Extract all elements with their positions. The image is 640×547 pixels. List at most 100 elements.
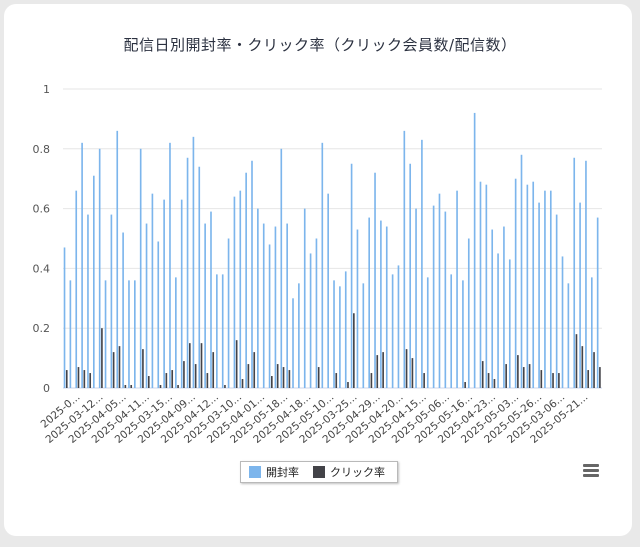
bar-open-rate xyxy=(532,181,535,388)
bar-click-rate xyxy=(159,385,162,388)
bar-open-rate xyxy=(450,274,453,388)
y-tick-label: 0.6 xyxy=(33,203,51,216)
bar-click-rate xyxy=(247,364,250,388)
y-tick-label: 0.8 xyxy=(33,143,51,156)
bar-click-rate xyxy=(124,385,127,388)
bar-open-rate xyxy=(397,265,400,388)
bar-open-rate xyxy=(169,142,171,388)
bar-open-rate xyxy=(333,280,335,388)
bar-click-rate xyxy=(382,352,384,388)
bar-click-rate xyxy=(522,367,525,388)
legend-swatch-open-rate xyxy=(249,466,261,478)
bar-click-rate xyxy=(353,313,355,388)
bar-open-rate xyxy=(286,223,288,388)
bar-click-rate xyxy=(112,352,115,388)
bar-open-rate xyxy=(339,286,341,388)
bar-click-rate xyxy=(347,382,349,388)
bar-open-rate xyxy=(585,160,587,388)
bar-open-rate xyxy=(409,163,412,388)
bar-open-rate xyxy=(590,277,593,388)
bar-click-rate xyxy=(83,370,86,388)
bar-click-rate xyxy=(411,358,414,388)
bar-open-rate xyxy=(268,244,271,388)
bar-click-rate xyxy=(142,349,144,388)
bar-click-rate xyxy=(528,364,531,388)
bar-open-rate xyxy=(233,196,236,388)
bar-open-rate xyxy=(368,217,370,388)
bar-open-rate xyxy=(87,214,89,388)
bar-click-rate xyxy=(288,370,291,388)
bar-open-rate xyxy=(274,226,277,388)
bar-open-rate xyxy=(110,214,113,388)
bar-click-rate xyxy=(171,370,174,388)
bar-click-rate xyxy=(487,373,490,388)
bar-open-rate xyxy=(216,274,218,388)
bar-open-rate xyxy=(444,211,447,388)
bar-click-rate xyxy=(335,373,338,388)
bar-click-rate xyxy=(65,370,68,388)
bar-click-rate xyxy=(575,334,578,388)
bar-click-rate xyxy=(165,373,168,388)
bar-open-rate xyxy=(596,217,599,388)
bar-open-rate xyxy=(415,208,417,388)
bar-open-rate xyxy=(122,232,124,388)
bar-open-rate xyxy=(514,178,517,388)
bar-click-rate xyxy=(276,364,279,388)
bar-open-rate xyxy=(134,280,136,388)
bar-open-rate xyxy=(374,172,376,388)
bar-open-rate xyxy=(210,211,212,388)
bar-click-rate xyxy=(552,373,554,388)
bar-open-rate xyxy=(549,190,552,388)
bar-open-rate xyxy=(227,238,230,388)
bar-click-rate xyxy=(224,385,226,388)
bar-open-rate xyxy=(508,259,511,388)
bar-open-rate xyxy=(538,202,540,388)
bar-open-rate xyxy=(426,277,429,388)
legend-item-open-rate[interactable]: 開封率 xyxy=(249,464,299,480)
bar-click-rate xyxy=(147,376,150,388)
bar-click-rate xyxy=(89,373,92,388)
bar-open-rate xyxy=(485,184,488,388)
bar-open-rate xyxy=(385,226,388,388)
bar-click-rate xyxy=(194,364,197,388)
bar-click-rate xyxy=(540,370,543,388)
bar-click-rate xyxy=(376,355,379,388)
bar-open-rate xyxy=(139,148,142,388)
bar-open-rate xyxy=(555,214,558,388)
bar-click-rate xyxy=(405,349,408,388)
bar-open-rate xyxy=(497,253,499,388)
bar-click-rate xyxy=(177,385,179,388)
bar-open-rate xyxy=(362,283,365,388)
bar-open-rate xyxy=(438,193,441,388)
bar-open-rate xyxy=(81,142,83,388)
bar-open-rate xyxy=(321,142,324,388)
bar-click-rate xyxy=(587,370,590,388)
bar-open-rate xyxy=(239,190,242,388)
bar-open-rate xyxy=(292,298,294,388)
bar-click-rate xyxy=(423,373,425,388)
bar-open-rate xyxy=(315,238,318,388)
bar-click-rate xyxy=(599,367,601,388)
bar-open-rate xyxy=(204,223,206,388)
menu-line xyxy=(583,464,599,467)
y-tick-label: 0.4 xyxy=(33,262,51,275)
bar-open-rate xyxy=(391,274,394,388)
bar-click-rate xyxy=(464,382,466,388)
bar-open-rate xyxy=(128,280,130,388)
bar-open-rate xyxy=(567,283,570,388)
bar-click-rate xyxy=(558,373,560,388)
bar-click-rate xyxy=(253,352,256,388)
bar-click-rate xyxy=(183,361,185,388)
legend-item-click-rate[interactable]: クリック率 xyxy=(313,464,385,480)
bar-click-rate xyxy=(493,379,496,388)
legend-swatch-click-rate xyxy=(313,466,325,478)
bar-open-rate xyxy=(579,202,581,388)
bar-click-rate xyxy=(505,364,507,388)
bar-open-rate xyxy=(63,247,66,388)
bar-click-rate xyxy=(235,340,238,388)
bar-open-rate xyxy=(479,181,482,388)
hamburger-menu-icon[interactable] xyxy=(583,464,599,478)
bar-open-rate xyxy=(192,136,195,388)
bar-open-rate xyxy=(456,190,458,388)
bar-open-rate xyxy=(503,226,505,388)
